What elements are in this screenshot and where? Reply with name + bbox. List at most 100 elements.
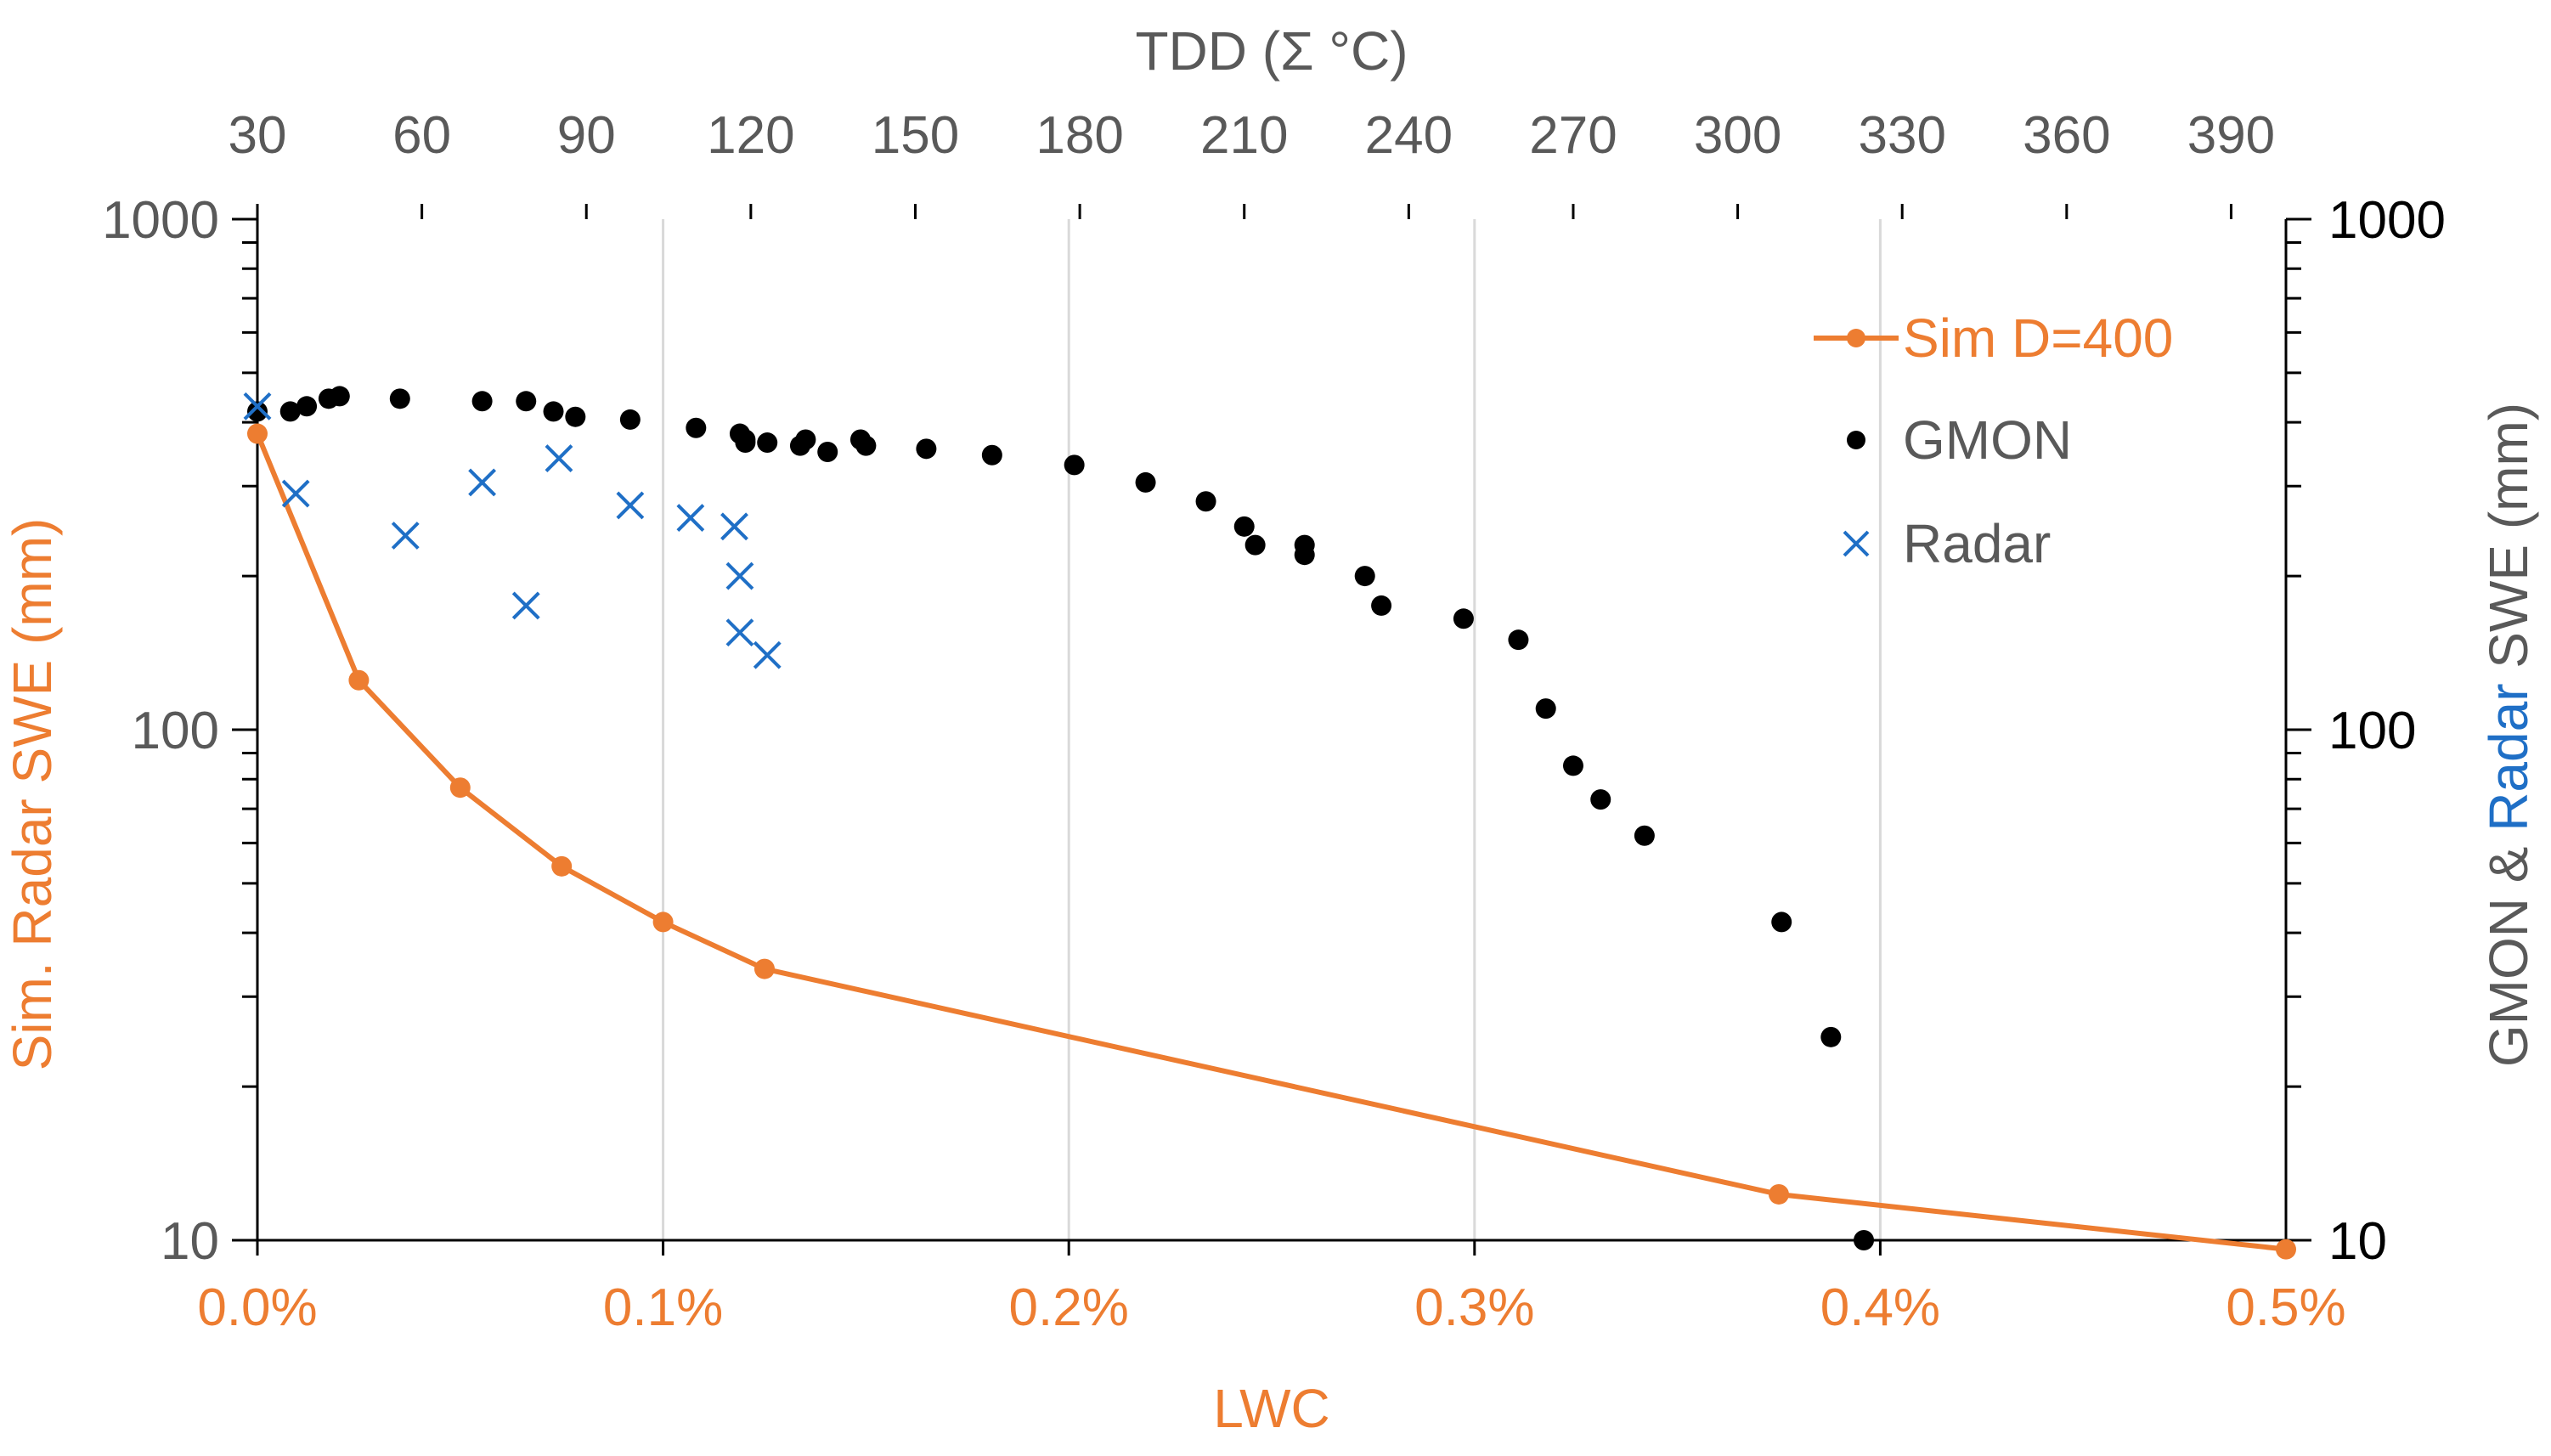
gmon-point-26 xyxy=(1233,516,1255,537)
legend-gmon-label: GMON xyxy=(1903,409,2072,471)
gmon-point-17 xyxy=(795,429,816,450)
gmon-point-9 xyxy=(565,406,586,427)
x-top-tick-label-3: 120 xyxy=(707,106,794,165)
y-axis-right-title-part-1: Radar xyxy=(2478,683,2539,831)
gmon-point-27 xyxy=(1244,534,1266,556)
y-axis-left-title: Sim. Radar SWE (mm) xyxy=(2,518,63,1071)
y-axis-right-title-part-0: GMON & xyxy=(2478,832,2539,1067)
radar-point-6 xyxy=(616,491,645,520)
x-top-tick-label-4: 150 xyxy=(872,106,959,165)
x-bottom-tick-label-1: 0.1% xyxy=(603,1278,723,1337)
gmon-point-32 xyxy=(1453,608,1474,629)
legend-sim-label: Sim D=400 xyxy=(1903,308,2173,369)
gmon-point-35 xyxy=(1562,755,1583,776)
gmon-point-37 xyxy=(1634,825,1655,846)
gmon-point-38 xyxy=(1771,911,1792,933)
sim-point-4 xyxy=(652,911,674,933)
radar-point-1 xyxy=(281,479,310,508)
x-top-tick-label-6: 210 xyxy=(1200,106,1288,165)
tick-labels: 0.0% 0.1% 0.2% 0.3% 0.4% 0.5% 30 60 90 120 150 180 2… xyxy=(102,106,2446,1337)
x-top-tick-label-7: 240 xyxy=(1365,106,1453,165)
x-top-tick-label-5: 180 xyxy=(1036,106,1123,165)
radar-point-3 xyxy=(468,468,497,497)
legend-sim-marker xyxy=(1847,329,1865,347)
x-top-tick-label-12: 390 xyxy=(2187,106,2275,165)
sim-line xyxy=(255,432,2287,1252)
x-top-tick-label-1: 60 xyxy=(392,106,451,165)
x-bottom-tick-label-4: 0.4% xyxy=(1820,1278,1940,1337)
x-top-tick-label-0: 30 xyxy=(229,106,287,165)
series-layer xyxy=(243,386,2296,1260)
gmon-point-0 xyxy=(247,401,268,422)
legend-radar-label: Radar xyxy=(1903,513,2051,574)
gmon-point-34 xyxy=(1535,698,1556,720)
sim-point-7 xyxy=(2276,1239,2296,1260)
y-left-tick-label-0: 10 xyxy=(161,1212,219,1271)
radar-point-8 xyxy=(720,512,748,541)
gmon-point-6 xyxy=(471,391,493,412)
x-axis-top-title: TDD (Σ °C) xyxy=(1135,20,1408,82)
x-bottom-tick-label-3: 0.3% xyxy=(1414,1278,1534,1337)
radar-point-9 xyxy=(725,562,754,590)
legend-gmon-marker xyxy=(1847,431,1865,449)
y-left-tick-label-1: 100 xyxy=(132,702,219,760)
gmon-point-2 xyxy=(296,396,318,417)
gmon-point-30 xyxy=(1354,566,1375,587)
gmon-point-20 xyxy=(855,435,877,456)
gmon-point-29 xyxy=(1294,545,1315,566)
y-right-tick-label-2: 1000 xyxy=(2328,191,2446,250)
gmon-point-4 xyxy=(329,386,350,407)
y-axis-right-title: GMON & Radar SWE (mm) xyxy=(2478,403,2539,1067)
radar-point-4 xyxy=(511,591,540,620)
gmon-point-5 xyxy=(389,388,410,409)
radar-point-7 xyxy=(676,504,705,533)
sim-point-0 xyxy=(247,423,268,444)
gmon-point-25 xyxy=(1195,491,1216,512)
gmon-point-40 xyxy=(1854,1230,1875,1250)
gmon-point-39 xyxy=(1820,1026,1842,1047)
series-sim-d-400 xyxy=(247,423,2296,1260)
sim-point-1 xyxy=(348,669,370,691)
x-axis-bottom-title: LWC xyxy=(1213,1378,1329,1439)
gmon-point-36 xyxy=(1590,789,1611,810)
gmon-point-23 xyxy=(1064,454,1085,476)
sim-point-5 xyxy=(754,958,775,979)
x-top-tick-label-8: 270 xyxy=(1529,106,1617,165)
gmon-point-22 xyxy=(981,444,1002,466)
gmon-point-14 xyxy=(735,429,756,450)
sim-point-2 xyxy=(449,777,471,799)
x-top-tick-label-10: 330 xyxy=(1858,106,1945,165)
y-left-tick-label-2: 1000 xyxy=(102,191,219,250)
x-bottom-tick-label-0: 0.0% xyxy=(197,1278,317,1337)
legend: Sim D=400 GMON Radar xyxy=(1814,308,2173,574)
gmon-point-10 xyxy=(619,409,641,430)
gmon-point-21 xyxy=(916,438,937,460)
y-right-tick-label-0: 10 xyxy=(2328,1212,2387,1271)
gmon-point-8 xyxy=(543,401,564,422)
y-axis-right-title-part-2: SWE (mm) xyxy=(2478,403,2539,684)
gmon-point-18 xyxy=(817,442,838,463)
series-gmon xyxy=(247,386,1875,1250)
gmon-point-11 xyxy=(686,417,707,438)
x-bottom-tick-label-5: 0.5% xyxy=(2226,1278,2345,1337)
x-top-tick-label-2: 90 xyxy=(557,106,616,165)
gmon-point-1 xyxy=(279,401,301,422)
gmon-point-15 xyxy=(757,432,778,454)
sim-point-6 xyxy=(1769,1183,1789,1205)
legend-radar-marker xyxy=(1843,530,1870,557)
radar-point-5 xyxy=(545,444,573,472)
sim-point-3 xyxy=(551,855,573,877)
grid-lines xyxy=(662,219,1882,1240)
gmon-point-24 xyxy=(1135,471,1156,493)
radar-point-0 xyxy=(243,392,272,420)
gmon-point-33 xyxy=(1508,629,1529,651)
series-radar xyxy=(243,392,782,669)
y-right-tick-label-1: 100 xyxy=(2328,702,2416,760)
x-top-tick-label-11: 360 xyxy=(2023,106,2110,165)
radar-point-11 xyxy=(753,641,782,669)
radar-point-10 xyxy=(725,618,754,647)
x-top-tick-label-9: 300 xyxy=(1694,106,1781,165)
gmon-point-7 xyxy=(516,391,537,412)
x-bottom-tick-label-2: 0.2% xyxy=(1009,1278,1129,1337)
